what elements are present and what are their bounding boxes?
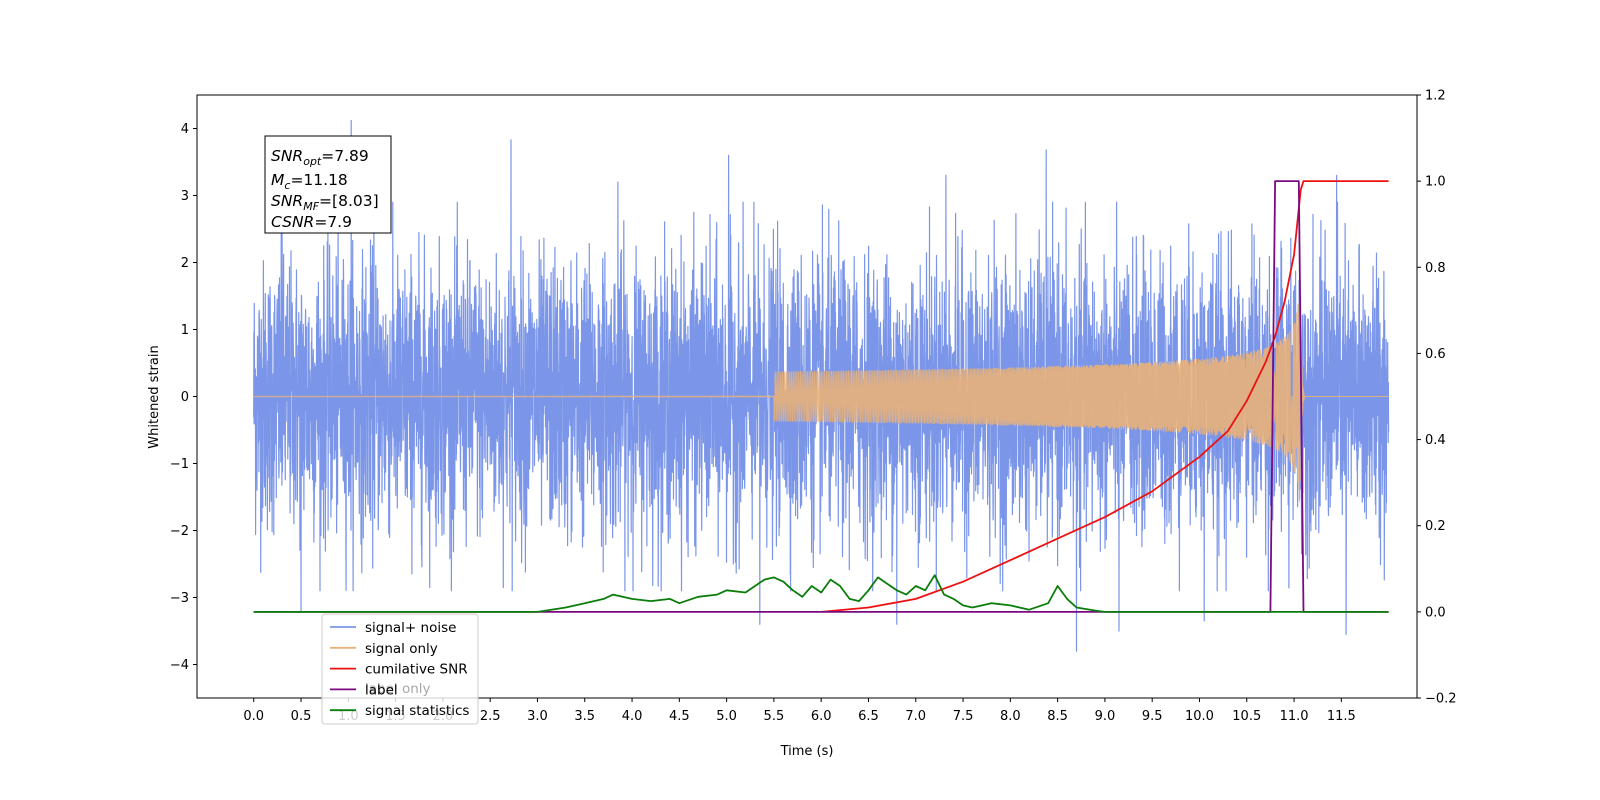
y-tick-label-left: −4 [170, 658, 189, 673]
plot-area [253, 119, 1390, 652]
x-tick-label: 6.0 [811, 709, 832, 724]
y-tick-label-right: 0.4 [1425, 433, 1446, 448]
x-tick-label: 10.0 [1185, 709, 1214, 724]
x-axis-title: Time (s) [780, 744, 834, 759]
annotation-line-mc: Mc=11.18 [271, 171, 348, 192]
y-tick-label-left: −1 [170, 457, 189, 472]
annotation-line-csnr: CSNR=7.9 [271, 213, 352, 231]
legend-label: signal only [365, 641, 438, 657]
x-tick-label: 11.5 [1327, 709, 1356, 724]
y-tick-label-left: 4 [181, 122, 189, 137]
x-tick-label: 3.5 [574, 709, 595, 724]
legend-label: signal statistics [365, 703, 469, 719]
x-tick-label: 7.5 [953, 709, 974, 724]
series-line-signal-only [253, 281, 1389, 503]
legend: signal+ noise signal only cumilative SNR la… [321, 613, 479, 725]
series-line-cumilative-snr [821, 180, 1389, 613]
x-tick-label: 7.0 [905, 709, 926, 724]
x-tick-label: 5.0 [716, 709, 737, 724]
x-tick-label: 6.5 [858, 709, 879, 724]
legend-label: signal+ noise [365, 620, 456, 636]
y-tick-label-right: 1.0 [1425, 175, 1446, 190]
y-tick-label-right: −0.2 [1425, 692, 1457, 707]
y-tick-label-right: 1.2 [1425, 89, 1446, 104]
x-tick-label: 10.5 [1232, 709, 1261, 724]
x-tick-label: 9.5 [1142, 709, 1163, 724]
series-line-signal-statistics [253, 574, 1389, 613]
x-tick-label: 0.5 [291, 709, 312, 724]
legend-label-faded: label only [365, 681, 431, 697]
x-tick-label: 5.5 [764, 709, 785, 724]
legend-label: cumilative SNR [365, 662, 468, 678]
x-tick-label: 4.5 [669, 709, 690, 724]
y-axis-left: −4 −3 −2 −1 0 1 2 3 4 [170, 122, 197, 673]
legend-label: label [365, 682, 398, 698]
y-axis-title: Whitened strain [147, 345, 162, 448]
y-tick-label-left: −3 [170, 591, 189, 606]
y-tick-label-left: 2 [181, 256, 189, 271]
y-tick-label-right: 0.2 [1425, 519, 1446, 534]
annotation-line-snr-opt: SNRopt=7.89 [271, 147, 369, 168]
annotation-line-snr-mf: SNRMF=[8.03] [271, 192, 379, 213]
x-tick-label: 9.0 [1095, 709, 1116, 724]
y-tick-label-left: 1 [181, 323, 189, 338]
y-tick-label-right: 0.6 [1425, 347, 1446, 362]
x-tick-label: 11.0 [1280, 709, 1309, 724]
annotation-box: SNRopt=7.89 Mc=11.18 SNRMF=[8.03] CSNR=7… [264, 135, 392, 234]
x-tick-label: 8.0 [1000, 709, 1021, 724]
y-tick-label-left: 0 [181, 390, 189, 405]
x-tick-label: 2.5 [480, 709, 501, 724]
y-tick-label-right: 0.8 [1425, 261, 1446, 276]
x-tick-label: 0.0 [243, 709, 264, 724]
y-tick-label-left: −2 [170, 524, 189, 539]
x-tick-label: 3.0 [527, 709, 548, 724]
y-tick-label-right: 0.0 [1425, 605, 1446, 620]
x-tick-label: 4.0 [622, 709, 643, 724]
y-axis-right: −0.2 0.0 0.2 0.4 0.6 0.8 1.0 1.2 [1417, 89, 1457, 707]
x-tick-label: 8.5 [1047, 709, 1068, 724]
y-tick-label-left: 3 [181, 189, 189, 204]
